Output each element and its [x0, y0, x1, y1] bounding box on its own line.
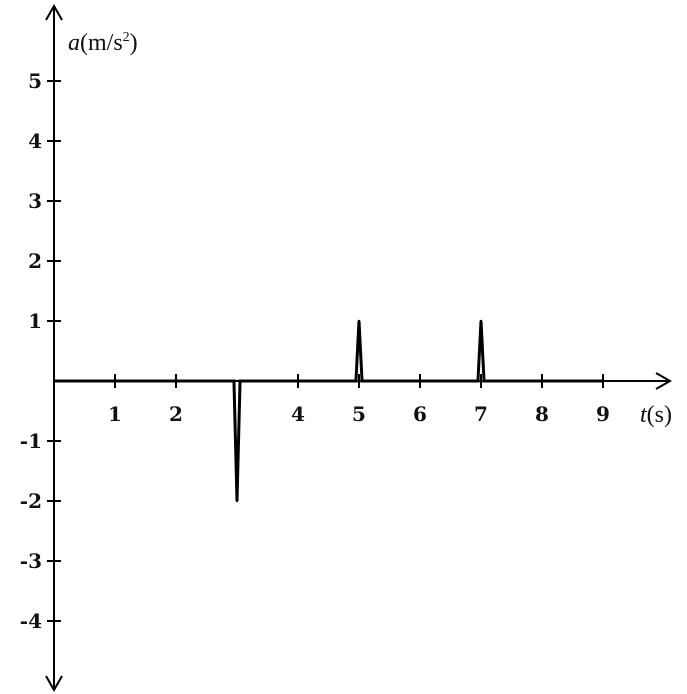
x-tick-label: 4: [291, 402, 305, 426]
x-axis-arrow: [655, 372, 673, 390]
y-axis-label-close: ): [130, 30, 138, 56]
data-point: [482, 379, 486, 383]
y-tick-label: 4: [28, 129, 42, 153]
series-layer: [52, 319, 605, 503]
x-axis-label-var: t: [640, 402, 648, 428]
y-axis: [45, 3, 63, 693]
data-point: [232, 379, 236, 383]
y-axis-label-var: a: [68, 30, 80, 56]
y-tick-label: 3: [28, 189, 42, 213]
data-point: [601, 379, 605, 383]
x-axis-label: t(s): [640, 402, 672, 428]
x-axis-label-unit: (s): [647, 402, 672, 428]
y-axis-label-unit: (m/s: [80, 30, 123, 56]
data-point: [476, 379, 480, 383]
x-tick-label: 7: [474, 402, 488, 426]
y-tick-label: -2: [20, 489, 42, 513]
y-axis-label-sup: 2: [123, 30, 130, 45]
x-tick-label: 1: [108, 402, 122, 426]
data-point: [52, 379, 56, 383]
data-point: [238, 379, 242, 383]
data-point: [479, 319, 483, 323]
y-tick-label: -3: [20, 549, 42, 573]
y-tick-label: 2: [28, 249, 42, 273]
y-axis-arrow-top: [45, 3, 63, 21]
y-axis-label: a(m/s2): [68, 30, 138, 56]
x-tick-label: 9: [596, 402, 610, 426]
y-tick-label: 1: [28, 309, 42, 333]
x-tick-label: 2: [169, 402, 183, 426]
y-tick-label: -4: [20, 609, 42, 633]
data-point: [235, 499, 239, 503]
data-point: [354, 379, 358, 383]
x-tick-label: 6: [413, 402, 427, 426]
y-tick-label: 5: [28, 69, 42, 93]
x-tick-label: 5: [352, 402, 366, 426]
acceleration-series-line: [54, 320, 603, 502]
x-ticks: 1 2 4 5 6 7 8 9: [108, 374, 610, 426]
y-axis-arrow-bottom: [45, 675, 63, 693]
x-tick-label: 8: [535, 402, 549, 426]
y-ticks: 5 4 3 2 1 -1 -2 -3 -4: [20, 69, 61, 633]
y-tick-label: -1: [20, 429, 42, 453]
data-point: [357, 319, 361, 323]
data-point: [360, 379, 364, 383]
